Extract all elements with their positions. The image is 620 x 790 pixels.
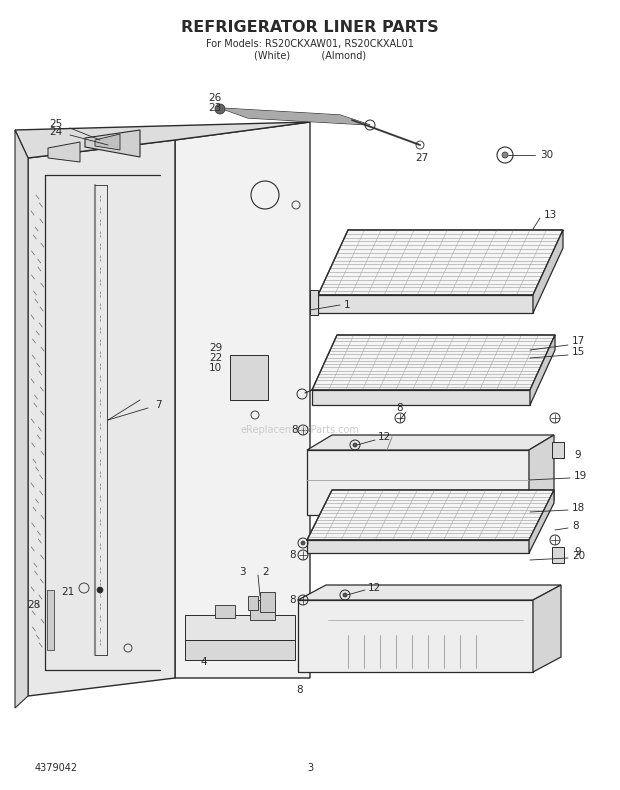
Circle shape xyxy=(97,587,103,593)
Text: 8: 8 xyxy=(572,521,578,531)
Polygon shape xyxy=(185,640,295,660)
Polygon shape xyxy=(85,130,140,157)
Polygon shape xyxy=(529,435,554,515)
Polygon shape xyxy=(310,290,318,315)
Text: 18: 18 xyxy=(572,503,585,513)
Circle shape xyxy=(343,593,347,597)
Polygon shape xyxy=(15,122,310,158)
Polygon shape xyxy=(533,585,561,672)
Text: 12: 12 xyxy=(378,432,391,442)
Text: 30: 30 xyxy=(540,150,553,160)
Text: 25: 25 xyxy=(50,119,63,129)
Polygon shape xyxy=(260,592,275,612)
Text: 8: 8 xyxy=(290,550,296,560)
Text: 8: 8 xyxy=(290,595,296,605)
Polygon shape xyxy=(318,230,563,295)
Text: 29: 29 xyxy=(209,343,222,353)
Text: 2: 2 xyxy=(262,567,268,577)
Polygon shape xyxy=(47,590,54,650)
Polygon shape xyxy=(552,442,564,458)
Polygon shape xyxy=(175,122,310,678)
Text: (White)          (Almond): (White) (Almond) xyxy=(254,50,366,60)
Polygon shape xyxy=(530,335,555,405)
Text: 27: 27 xyxy=(415,153,428,163)
Text: 4379042: 4379042 xyxy=(35,763,78,773)
Text: 8: 8 xyxy=(397,403,404,413)
Polygon shape xyxy=(48,142,80,162)
Polygon shape xyxy=(95,134,120,150)
Polygon shape xyxy=(298,600,533,672)
Text: REFRIGERATOR LINER PARTS: REFRIGERATOR LINER PARTS xyxy=(181,21,439,36)
Circle shape xyxy=(353,443,357,447)
Polygon shape xyxy=(230,355,268,400)
Polygon shape xyxy=(307,490,554,540)
Polygon shape xyxy=(529,490,554,553)
Polygon shape xyxy=(312,335,555,390)
Polygon shape xyxy=(552,547,564,563)
Polygon shape xyxy=(215,605,235,618)
Polygon shape xyxy=(250,600,275,620)
Text: 10: 10 xyxy=(209,363,222,373)
Text: 9: 9 xyxy=(574,547,580,557)
Polygon shape xyxy=(312,390,530,405)
Polygon shape xyxy=(307,435,554,450)
Circle shape xyxy=(301,541,305,545)
Polygon shape xyxy=(15,130,28,708)
Text: 20: 20 xyxy=(572,551,585,561)
Text: 15: 15 xyxy=(572,347,585,357)
Polygon shape xyxy=(318,295,533,313)
Text: 21: 21 xyxy=(61,587,74,597)
Text: 1: 1 xyxy=(344,300,351,310)
Polygon shape xyxy=(248,596,258,610)
Text: 13: 13 xyxy=(544,210,557,220)
Text: 7: 7 xyxy=(155,400,162,410)
Polygon shape xyxy=(28,140,175,696)
Text: 19: 19 xyxy=(574,471,587,481)
Text: 4: 4 xyxy=(200,657,206,667)
Text: 8: 8 xyxy=(297,685,303,695)
Polygon shape xyxy=(533,230,563,313)
Circle shape xyxy=(215,104,225,114)
Text: 26: 26 xyxy=(208,93,221,103)
Text: 17: 17 xyxy=(572,336,585,346)
Text: 9: 9 xyxy=(574,450,580,460)
Circle shape xyxy=(502,152,508,158)
Polygon shape xyxy=(185,615,295,640)
Polygon shape xyxy=(307,540,529,553)
Polygon shape xyxy=(298,585,561,600)
Text: eReplacementParts.com: eReplacementParts.com xyxy=(241,425,360,435)
Text: 3: 3 xyxy=(239,567,246,577)
Text: 3: 3 xyxy=(307,763,313,773)
Text: 23: 23 xyxy=(208,103,221,113)
Polygon shape xyxy=(220,108,370,125)
Text: 8: 8 xyxy=(291,425,298,435)
Text: 22: 22 xyxy=(209,353,222,363)
Text: 12: 12 xyxy=(368,583,381,593)
Text: 24: 24 xyxy=(50,127,63,137)
Polygon shape xyxy=(307,450,529,515)
Text: 28: 28 xyxy=(27,600,40,610)
Polygon shape xyxy=(220,108,370,125)
Text: For Models: RS20CKXAW01, RS20CKXAL01: For Models: RS20CKXAW01, RS20CKXAL01 xyxy=(206,39,414,49)
